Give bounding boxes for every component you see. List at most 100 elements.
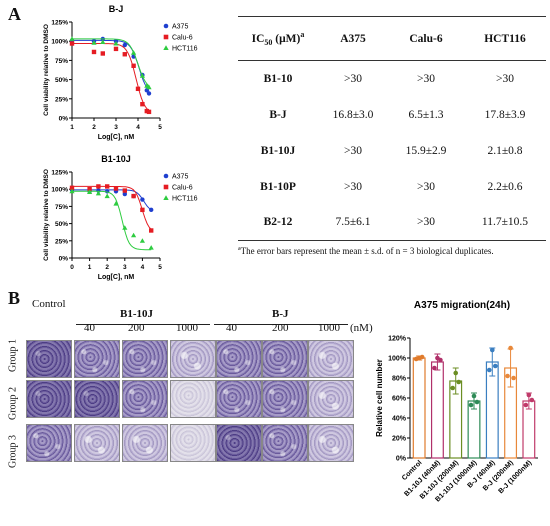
y-axis-label: Cell viability relative to DMSO xyxy=(43,24,50,116)
series-fit-line xyxy=(72,43,150,112)
micrograph-image xyxy=(216,424,262,462)
legend-label: Calu-6 xyxy=(172,185,193,192)
data-point xyxy=(486,367,492,373)
legend-label: HCT116 xyxy=(172,196,198,203)
row-label-group2: Group 2 xyxy=(7,386,19,421)
table-header-a375: A375 xyxy=(340,32,366,45)
series-fit-line xyxy=(72,38,150,87)
table-cell-compound: B1-10J xyxy=(260,144,296,157)
table-cell: 2.2±0.6 xyxy=(487,180,523,193)
table-cell: >30 xyxy=(344,180,362,193)
micrograph-image xyxy=(308,424,354,462)
ic50-table: IC50 (μM)a A375 Calu-6 HCT116 B1-10 >30 … xyxy=(238,16,546,241)
chart-b110j: B1-10J 0% 25% 50% 75% 100% 125% 0 1 2 3 4 5 Log[C], n… xyxy=(43,154,198,281)
chart-migration: A375 migration(24h) 0% 20% 40% 60% 80% 100% 120… xyxy=(375,300,538,503)
x-axis-label: Log[C], nM xyxy=(98,274,135,281)
data-point xyxy=(529,397,535,403)
data-point xyxy=(146,84,152,90)
table-cell: >30 xyxy=(417,180,435,193)
data-point xyxy=(96,184,101,189)
series-fit-line xyxy=(72,190,152,251)
data-point xyxy=(492,363,498,369)
data-point xyxy=(100,51,105,56)
table-header-row: IC50 (μM)a A375 Calu-6 HCT116 xyxy=(238,16,546,61)
data-point xyxy=(140,197,145,202)
data-point xyxy=(87,189,93,194)
conc-label: 1000 xyxy=(176,322,198,334)
chart-title: A375 migration(24h) xyxy=(414,300,510,311)
conc-label: 200 xyxy=(272,322,289,334)
table-cell-compound: B-J xyxy=(269,108,287,121)
micrograph-image xyxy=(122,380,168,418)
data-point xyxy=(146,91,152,96)
table-cell: 7.5±6.1 xyxy=(335,216,371,229)
y-tick-label: 40% xyxy=(392,416,407,423)
micrograph-image xyxy=(26,340,72,378)
data-point xyxy=(489,347,495,353)
data-point xyxy=(139,73,145,78)
data-point xyxy=(131,232,137,238)
micrograph-image xyxy=(122,340,168,378)
data-point xyxy=(505,373,510,379)
data-point xyxy=(139,238,145,243)
table-cell: 16.8±3.0 xyxy=(332,108,374,121)
y-tick-label: 0% xyxy=(396,456,407,463)
data-point xyxy=(122,191,128,197)
micrograph-image xyxy=(262,340,308,378)
table-cell: 6.5±1.3 xyxy=(408,108,444,121)
x-axis-label: Log[C], nM xyxy=(98,134,135,141)
micrograph-image xyxy=(170,424,216,462)
table-header-ic50: IC50 (μM)a xyxy=(251,29,305,48)
table-cell-compound: B2-12 xyxy=(263,216,293,229)
panel-a-letter: A xyxy=(8,4,21,24)
data-point xyxy=(95,190,101,196)
y-tick-label: 25% xyxy=(55,96,68,103)
micrograph-image xyxy=(308,380,354,418)
data-point xyxy=(69,41,75,46)
x-tick-label: 3 xyxy=(123,264,127,271)
y-tick-label: 0% xyxy=(59,256,69,263)
x-tick-label: 1 xyxy=(70,124,74,131)
data-point xyxy=(131,193,136,199)
data-point xyxy=(122,225,128,230)
data-point xyxy=(122,52,127,57)
micrograph-image xyxy=(26,380,72,418)
table-header-calu6: Calu-6 xyxy=(409,32,443,45)
table-row: B1-10J >30 15.9±2.9 2.1±0.8 xyxy=(238,133,546,169)
data-point xyxy=(471,393,477,399)
data-point xyxy=(432,365,437,371)
x-tick-label: 2 xyxy=(92,124,96,131)
data-point xyxy=(450,385,456,391)
data-point xyxy=(508,345,513,351)
bar xyxy=(467,400,481,459)
chart-bj: B-J 0% 25% 50% 75% 100% 125% 1 2 3 4 5 Log[C], nM Cel… xyxy=(43,4,198,141)
table-cell: 11.7±10.5 xyxy=(481,216,529,229)
y-tick-label: 50% xyxy=(55,221,68,228)
y-tick-label: 20% xyxy=(392,436,407,443)
data-point xyxy=(149,228,154,233)
data-point xyxy=(149,207,154,213)
x-tick-label: 2 xyxy=(105,264,109,271)
row-label-group1: Group 1 xyxy=(7,338,19,373)
x-tick-label: 5 xyxy=(158,264,162,271)
legend-label: A375 xyxy=(172,174,188,181)
data-point xyxy=(69,185,75,191)
data-point xyxy=(140,101,145,107)
micrograph-image xyxy=(74,340,120,378)
micrograph-image xyxy=(262,380,308,418)
legend-marker xyxy=(163,184,169,190)
data-point xyxy=(91,40,97,45)
series-fit-line xyxy=(72,185,152,230)
data-point xyxy=(135,86,141,92)
legend-marker xyxy=(163,173,169,179)
data-point xyxy=(131,63,136,68)
table-cell-compound: B1-10 xyxy=(263,72,293,85)
data-point xyxy=(113,201,119,206)
micrograph-image xyxy=(170,340,216,378)
data-point xyxy=(113,186,119,191)
y-tick-label: 75% xyxy=(55,204,68,211)
x-tick-label: 0 xyxy=(70,264,74,271)
data-point xyxy=(91,49,97,55)
conc-label: 40 xyxy=(226,322,237,334)
legend-marker xyxy=(163,195,169,200)
